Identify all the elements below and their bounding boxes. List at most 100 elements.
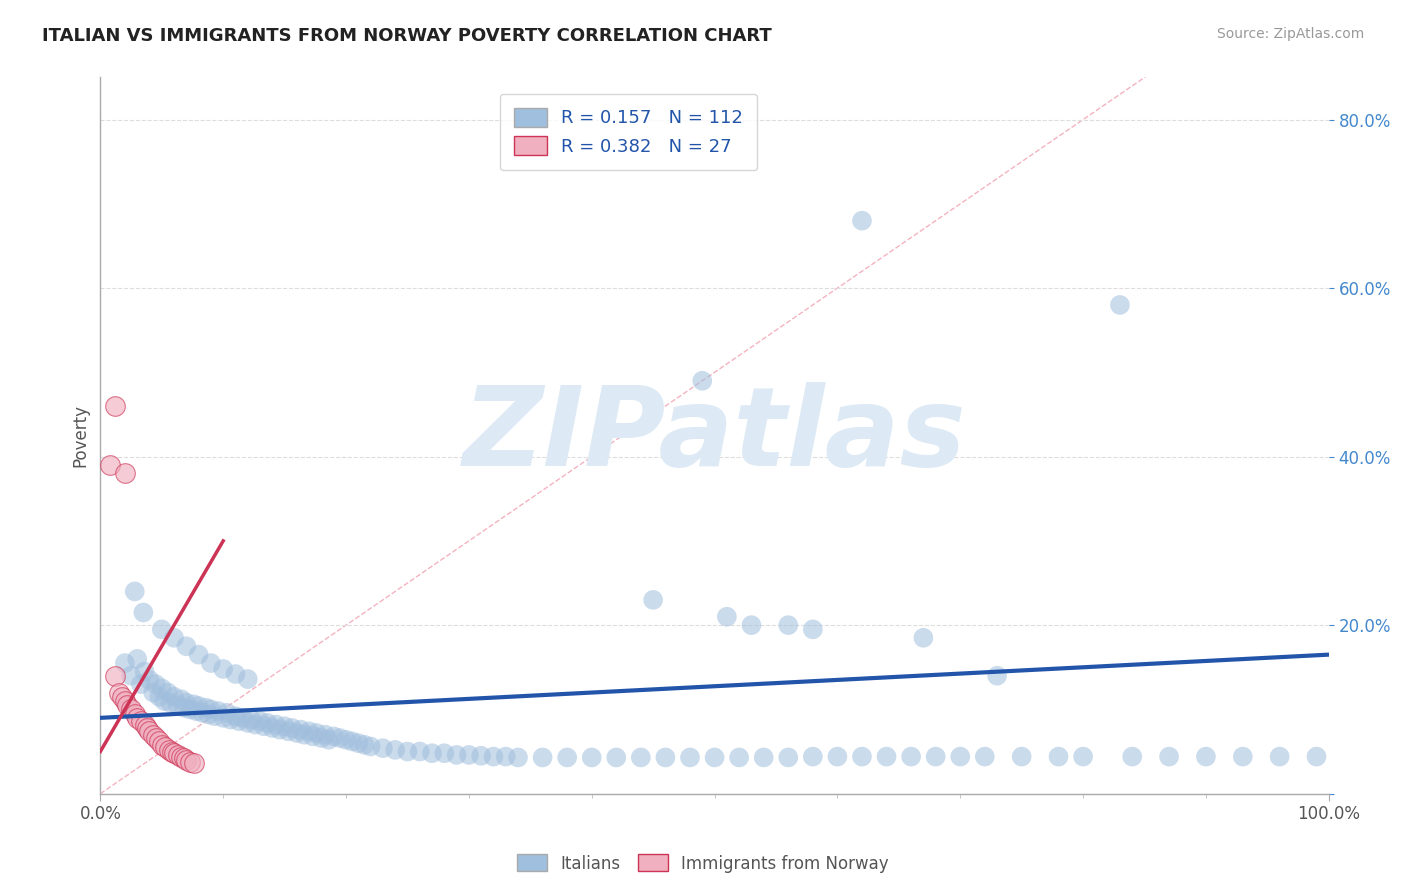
Point: [256, 715, 278, 730]
Point: [555, 750, 578, 764]
Legend: Italians, Immigrants from Norway: Italians, Immigrants from Norway: [510, 847, 896, 880]
Point: [191, 706, 214, 720]
Point: [253, 719, 276, 733]
Point: [347, 736, 370, 750]
Text: ITALIAN VS IMMIGRANTS FROM NORWAY POVERTY CORRELATION CHART: ITALIAN VS IMMIGRANTS FROM NORWAY POVERT…: [42, 27, 772, 45]
Point: [1232, 749, 1254, 764]
Point: [273, 719, 295, 733]
Point: [318, 732, 340, 747]
Point: [150, 738, 173, 752]
Point: [249, 714, 271, 729]
Point: [457, 747, 479, 762]
Point: [302, 730, 325, 744]
Point: [195, 700, 218, 714]
Point: [360, 739, 382, 754]
Point: [679, 750, 702, 764]
Point: [285, 726, 308, 740]
Point: [111, 690, 134, 704]
Point: [166, 698, 188, 713]
Point: [156, 685, 179, 699]
Point: [129, 677, 152, 691]
Point: [148, 690, 170, 704]
Point: [104, 399, 127, 413]
Point: [186, 704, 208, 718]
Point: [728, 750, 751, 764]
Point: [212, 662, 235, 676]
Point: [801, 749, 824, 764]
Point: [179, 755, 201, 769]
Point: [150, 681, 173, 696]
Point: [924, 749, 946, 764]
Point: [264, 717, 287, 731]
Point: [900, 749, 922, 764]
Point: [104, 669, 127, 683]
Point: [446, 747, 468, 762]
Point: [114, 694, 136, 708]
Point: [127, 652, 149, 666]
Point: [240, 713, 263, 727]
Point: [215, 706, 238, 720]
Point: [243, 717, 266, 731]
Point: [200, 656, 222, 670]
Point: [153, 694, 176, 708]
Point: [170, 749, 193, 764]
Point: [134, 717, 156, 731]
Point: [409, 745, 432, 759]
Point: [204, 709, 226, 723]
Point: [292, 728, 315, 742]
Point: [150, 623, 173, 637]
Point: [163, 746, 186, 760]
Point: [136, 721, 159, 735]
Point: [197, 707, 219, 722]
Point: [340, 734, 363, 748]
Point: [173, 700, 195, 714]
Point: [117, 698, 139, 713]
Point: [173, 751, 195, 765]
Point: [145, 731, 167, 745]
Point: [973, 749, 995, 764]
Point: [224, 667, 246, 681]
Point: [314, 728, 336, 742]
Point: [120, 702, 142, 716]
Point: [643, 592, 665, 607]
Point: [482, 749, 505, 764]
Text: ZIPatlas: ZIPatlas: [463, 382, 966, 489]
Point: [470, 748, 492, 763]
Point: [311, 731, 333, 745]
Point: [183, 698, 205, 712]
Point: [160, 745, 183, 759]
Point: [1047, 749, 1070, 764]
Point: [1071, 749, 1094, 764]
Point: [166, 747, 188, 762]
Legend: R = 0.157   N = 112, R = 0.382   N = 27: R = 0.157 N = 112, R = 0.382 N = 27: [499, 94, 758, 170]
Point: [305, 726, 328, 740]
Point: [132, 606, 155, 620]
Text: Source: ZipAtlas.com: Source: ZipAtlas.com: [1216, 27, 1364, 41]
Point: [630, 750, 652, 764]
Point: [138, 673, 160, 687]
Point: [949, 749, 972, 764]
Point: [187, 648, 209, 662]
Point: [219, 713, 242, 727]
Point: [236, 672, 259, 686]
Point: [145, 677, 167, 691]
Point: [371, 741, 394, 756]
Point: [703, 750, 725, 764]
Point: [851, 749, 873, 764]
Point: [114, 656, 136, 670]
Point: [142, 685, 165, 699]
Point: [148, 734, 170, 748]
Point: [716, 609, 738, 624]
Point: [1268, 749, 1291, 764]
Point: [176, 696, 198, 710]
Point: [912, 631, 935, 645]
Point: [876, 749, 898, 764]
Point: [690, 374, 713, 388]
Point: [159, 696, 181, 710]
Point: [531, 750, 554, 764]
Point: [170, 692, 193, 706]
Point: [212, 711, 235, 725]
Point: [183, 756, 205, 771]
Point: [236, 715, 259, 730]
Point: [298, 724, 321, 739]
